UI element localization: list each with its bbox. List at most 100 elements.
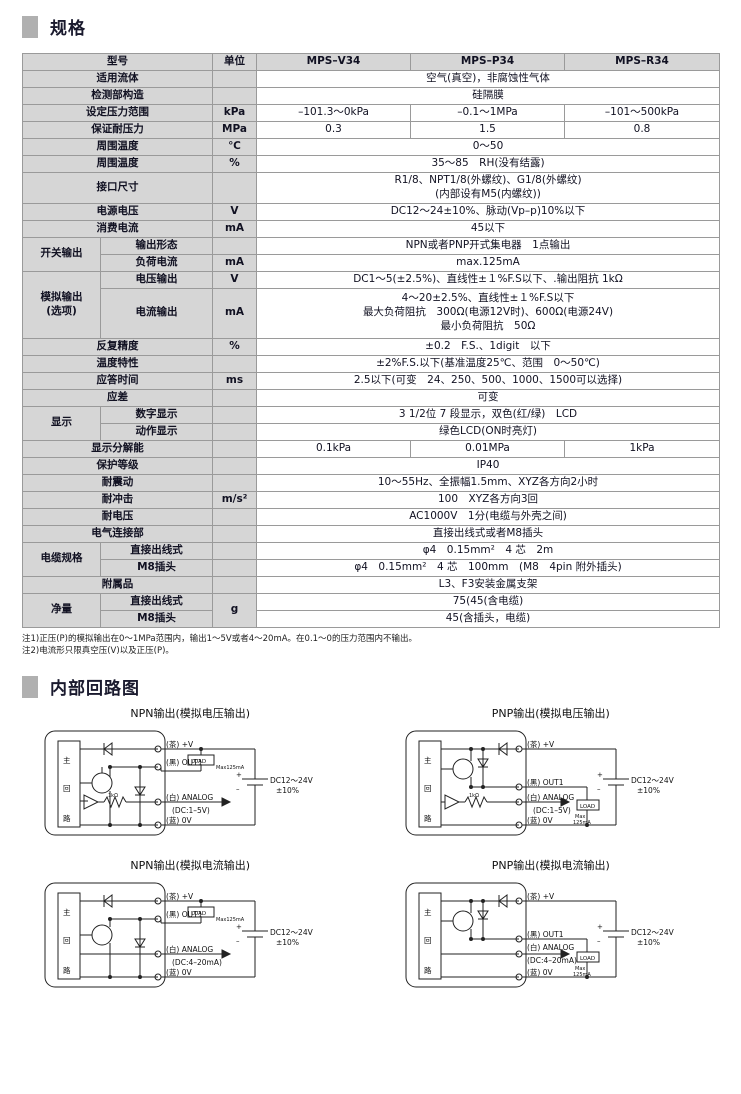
row-value: R1/8、NPT1/8(外螺纹)、G1/8(外螺纹) (内部设有M5(内螺纹)) [256, 172, 720, 204]
row-value: DC1～5(±2.5%)、直线性±１%F.S以下、.输出阻抗 1kΩ [256, 270, 720, 289]
row-value-p34: –0.1～1MPa [410, 104, 565, 122]
row-value: 绿色LCD(ON时亮灯) [256, 422, 720, 441]
sub-row-label: 电流输出 [100, 287, 213, 339]
table-row-resolution: 显示分解能 0.1kPa 0.01MPa 1kPa [22, 439, 720, 458]
footnotes: 注1)正压(P)的模拟输出在0～1MPa范围内，输出1～5V或者4～20mA。在… [22, 633, 719, 659]
terminal-label-0v: (蓝) 0V [527, 815, 554, 825]
row-label: 附属品 [22, 575, 213, 594]
svg-text:–: – [236, 937, 240, 945]
row-value: 直接出线式或者M8插头 [256, 524, 720, 543]
row-label: 电气连接部 [22, 524, 213, 543]
circuit-svg-npn-voltage: 主 回 路 (茶) +V (黑) OUT1 (白) ANALOG (DC:1–5… [44, 730, 314, 836]
row-unit: % [212, 155, 257, 173]
row-value-r34: –101～500kPa [564, 104, 720, 122]
terminal-label-0v: (蓝) 0V [166, 815, 193, 825]
spec-section-header: 规格 [22, 0, 741, 39]
table-row-cable-spec: 电缆规格 直接出线式 φ4 0.15mm² 4 芯 2m [22, 541, 720, 577]
table-row: 消费电流 mA 45以下 [22, 219, 720, 238]
row-label: 保证耐压力 [22, 121, 213, 139]
row-value: 45以下 [256, 219, 720, 238]
terminal-label-pv: (茶) +V [527, 891, 555, 901]
row-unit [212, 70, 257, 88]
current-output-line-2: 最大负荷阻抗 300Ω(电源12V时)、600Ω(电源24V) [362, 306, 614, 319]
circuit-svg-npn-current: 主 回 路 (茶) +V (黑) OUT1 (白) ANALOG (DC:4–2… [44, 882, 314, 988]
table-row: 反复精度 % ±0.2 F.S.、1digit 以下 [22, 337, 720, 356]
table-row: 温度特性 ±2%F.S.以下(基准温度25℃、范围 0～50℃) [22, 354, 720, 373]
sub-row-label: 输出形态 [100, 236, 213, 255]
row-unit: ℃ [212, 138, 257, 156]
terminal-label-pv: (茶) +V [527, 739, 555, 749]
specification-table: 型号 单位 MPS–V34 MPS–P34 MPS–R34 适用流体 空气(真空… [22, 53, 720, 628]
supply-voltage: DC12～24V [270, 928, 314, 937]
sub-row-label: 动作显示 [100, 422, 213, 441]
terminal-sublabel-analog: (DC:1–5V) [172, 806, 210, 815]
table-row: 保证耐压力 MPa 0.3 1.5 0.8 [22, 121, 720, 139]
svg-text:+: + [236, 923, 242, 931]
header-col-v34: MPS–V34 [256, 53, 411, 71]
svg-text:路: 路 [63, 965, 71, 975]
terminal-label-out1: (黑) OUT1 [527, 930, 564, 939]
row-value: 45(含插头，电缆) [256, 609, 720, 628]
row-unit: mA [212, 219, 257, 238]
supply-tolerance: ±10% [637, 786, 660, 795]
row-value-r34: 1kPa [564, 439, 720, 458]
row-label: 适用流体 [22, 70, 213, 88]
svg-text:主: 主 [424, 755, 432, 765]
svg-text:回: 回 [424, 784, 432, 793]
row-value: 4～20±2.5%、直线性±１%F.S以下 最大负荷阻抗 300Ω(电源12V时… [256, 287, 720, 339]
circuit-diagram-grid: NPN输出(模拟电压输出) [10, 705, 731, 995]
row-unit [212, 439, 257, 458]
svg-text:主: 主 [424, 907, 432, 917]
table-row: 设定压力范围 kPa –101.3～0kPa –0.1～1MPa –101～50… [22, 104, 720, 122]
row-label: 耐冲击 [22, 490, 213, 509]
circuit-svg-pnp-current: 主 回 路 (茶) +V (黑) OUT1 (白) ANALOG (DC:4–2… [405, 882, 675, 988]
header-model: 型号 [22, 53, 213, 71]
row-value: 35～85 RH(没有结露) [256, 155, 720, 173]
row-label: 反复精度 [22, 337, 213, 356]
row-label: 接口尺寸 [22, 172, 213, 204]
terminal-label-out1: (黑) OUT1 [166, 758, 203, 767]
circuit-section: 内部回路图 NPN输出(模拟电压输出) [0, 674, 741, 995]
row-label: 显示分解能 [22, 439, 213, 458]
load-max-line-2: 125mA [573, 972, 591, 978]
svg-text:–: – [597, 785, 601, 793]
current-output-line-3: 最小负荷阻抗 50Ω [440, 320, 536, 333]
row-value: IP40 [256, 456, 720, 475]
svg-text:+: + [597, 771, 603, 779]
supply-voltage: DC12～24V [631, 776, 675, 785]
row-value: L3、F3安装金属支架 [256, 575, 720, 594]
row-value: ±0.2 F.S.、1digit 以下 [256, 337, 720, 356]
footnote-1: 注1)正压(P)的模拟输出在0～1MPa范围内，输出1～5V或者4～20mA。在… [22, 633, 417, 644]
row-unit: % [212, 337, 257, 356]
row-value: 3 1/2位 7 段显示，双色(红/绿) LCD [256, 405, 720, 424]
supply-voltage: DC12～24V [631, 928, 675, 937]
row-unit [212, 388, 257, 407]
table-row: M8插头 45(含插头，电缆) [23, 609, 720, 628]
terminal-label-analog: (白) ANALOG [166, 944, 213, 954]
row-unit [212, 575, 257, 594]
row-unit: mA [212, 287, 257, 339]
resistor-label: 1kΩ [469, 793, 479, 799]
load-max-line-1: Max [575, 814, 585, 820]
table-row-accessory: 附属品 L3、F3安装金属支架 [22, 575, 720, 594]
row-unit: g [212, 592, 257, 628]
circuit-diagram-pnp-voltage: PNP输出(模拟电压输出) [371, 705, 732, 843]
load-label: LOAD [580, 956, 595, 962]
sub-row-label: 直接出线式 [100, 592, 213, 611]
row-value: ±2%F.S.以下(基准温度25℃、范围 0～50℃) [256, 354, 720, 373]
block-char-1: 主 [63, 755, 71, 765]
group-label-display: 显示 [22, 405, 101, 441]
terminal-sublabel-analog: (DC:1–5V) [533, 806, 571, 815]
row-unit [212, 456, 257, 475]
row-unit [212, 541, 257, 560]
terminal-label-out1: (黑) OUT1 [166, 910, 203, 919]
row-unit [212, 87, 257, 105]
table-row: 耐震动 10～55Hz、全振幅1.5mm、XYZ各方向2小时 [22, 473, 720, 492]
spec-table-container: 型号 单位 MPS–V34 MPS–P34 MPS–R34 适用流体 空气(真空… [22, 53, 720, 628]
row-unit [212, 473, 257, 492]
port-size-line-1: R1/8、NPT1/8(外螺纹)、G1/8(外螺纹) [394, 174, 582, 186]
row-label: 电源电压 [22, 202, 213, 221]
row-label: 应答时间 [22, 371, 213, 390]
row-value: 硅隔膜 [256, 87, 720, 105]
row-unit [212, 524, 257, 543]
